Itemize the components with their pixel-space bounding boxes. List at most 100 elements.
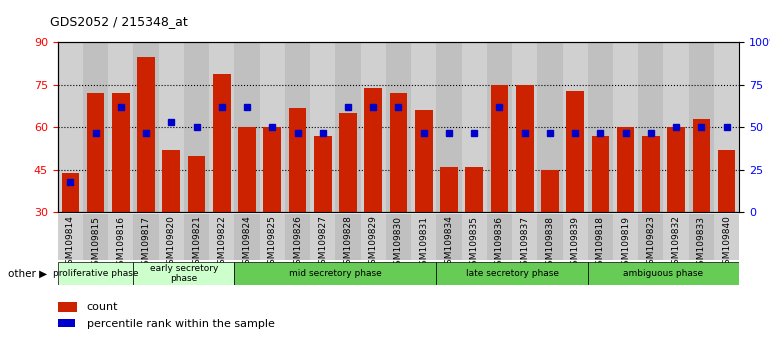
Bar xyxy=(688,42,714,212)
Bar xyxy=(566,91,584,212)
Bar xyxy=(336,214,360,260)
Text: percentile rank within the sample: percentile rank within the sample xyxy=(86,319,274,329)
Text: GSM109837: GSM109837 xyxy=(521,216,529,270)
Text: GSM109833: GSM109833 xyxy=(697,216,706,270)
Bar xyxy=(209,42,234,212)
Bar xyxy=(386,42,411,212)
Bar xyxy=(714,214,739,260)
Text: GSM109826: GSM109826 xyxy=(293,216,302,270)
Bar xyxy=(83,42,109,212)
Bar xyxy=(386,214,411,260)
Bar xyxy=(234,262,437,285)
Bar xyxy=(563,42,588,212)
Text: GSM109823: GSM109823 xyxy=(646,216,655,270)
Bar xyxy=(692,119,710,212)
Text: GDS2052 / 215348_at: GDS2052 / 215348_at xyxy=(50,15,188,28)
Bar xyxy=(360,214,386,260)
Bar xyxy=(58,302,77,312)
Bar xyxy=(541,170,559,212)
Bar xyxy=(688,214,714,260)
Text: GSM109824: GSM109824 xyxy=(243,216,252,270)
Bar xyxy=(109,42,133,212)
Bar xyxy=(440,167,458,212)
Bar xyxy=(289,108,306,212)
Bar xyxy=(58,42,83,212)
Bar xyxy=(213,74,231,212)
Bar xyxy=(613,42,638,212)
Bar xyxy=(336,42,360,212)
Bar xyxy=(364,88,382,212)
Bar xyxy=(668,127,685,212)
Text: GSM109828: GSM109828 xyxy=(343,216,353,270)
Text: GSM109820: GSM109820 xyxy=(167,216,176,270)
Text: mid secretory phase: mid secretory phase xyxy=(289,269,382,278)
Bar xyxy=(209,214,234,260)
Text: late secretory phase: late secretory phase xyxy=(466,269,558,278)
Bar xyxy=(411,214,437,260)
Text: GSM109840: GSM109840 xyxy=(722,216,731,270)
Bar xyxy=(62,173,79,212)
Bar xyxy=(259,214,285,260)
Bar xyxy=(58,214,83,260)
Text: GSM109817: GSM109817 xyxy=(142,216,151,270)
Text: GSM109821: GSM109821 xyxy=(192,216,201,270)
Text: GSM109814: GSM109814 xyxy=(66,216,75,270)
Text: GSM109825: GSM109825 xyxy=(268,216,276,270)
Bar xyxy=(617,127,634,212)
Bar xyxy=(487,214,512,260)
Text: GSM109815: GSM109815 xyxy=(91,216,100,270)
Bar xyxy=(238,127,256,212)
Text: GSM109834: GSM109834 xyxy=(444,216,454,270)
Bar xyxy=(188,156,206,212)
Bar xyxy=(638,214,664,260)
Bar xyxy=(58,319,75,327)
Text: GSM109838: GSM109838 xyxy=(545,216,554,270)
Bar xyxy=(537,42,563,212)
Bar xyxy=(310,214,336,260)
Text: GSM109830: GSM109830 xyxy=(394,216,403,270)
Bar xyxy=(259,42,285,212)
Bar xyxy=(516,85,534,212)
Bar xyxy=(591,136,609,212)
Bar xyxy=(638,42,664,212)
Bar xyxy=(714,42,739,212)
Bar xyxy=(437,214,461,260)
Bar xyxy=(87,93,105,212)
Text: GSM109839: GSM109839 xyxy=(571,216,580,270)
Text: GSM109831: GSM109831 xyxy=(419,216,428,270)
Text: ambiguous phase: ambiguous phase xyxy=(624,269,704,278)
Bar xyxy=(588,42,613,212)
Bar xyxy=(159,42,184,212)
Text: GSM109822: GSM109822 xyxy=(217,216,226,270)
Text: GSM109829: GSM109829 xyxy=(369,216,378,270)
Bar xyxy=(563,214,588,260)
Bar xyxy=(137,57,155,212)
Bar xyxy=(461,42,487,212)
Bar xyxy=(314,136,332,212)
Text: GSM109832: GSM109832 xyxy=(671,216,681,270)
Bar xyxy=(642,136,660,212)
Bar xyxy=(109,214,133,260)
Bar xyxy=(664,42,688,212)
Bar xyxy=(461,214,487,260)
Bar xyxy=(263,127,281,212)
Bar xyxy=(613,214,638,260)
Bar xyxy=(58,262,133,285)
Bar xyxy=(159,214,184,260)
Text: GSM109835: GSM109835 xyxy=(470,216,479,270)
Text: GSM109816: GSM109816 xyxy=(116,216,126,270)
Bar xyxy=(112,93,129,212)
Bar xyxy=(390,93,407,212)
Bar xyxy=(512,214,537,260)
Text: early secretory
phase: early secretory phase xyxy=(149,264,218,283)
Text: GSM109818: GSM109818 xyxy=(596,216,605,270)
Bar xyxy=(285,42,310,212)
Text: GSM109819: GSM109819 xyxy=(621,216,630,270)
Text: GSM109836: GSM109836 xyxy=(495,216,504,270)
Bar xyxy=(588,214,613,260)
Bar xyxy=(133,42,159,212)
Bar xyxy=(537,214,563,260)
Bar xyxy=(465,167,483,212)
Bar xyxy=(360,42,386,212)
Bar xyxy=(234,42,259,212)
